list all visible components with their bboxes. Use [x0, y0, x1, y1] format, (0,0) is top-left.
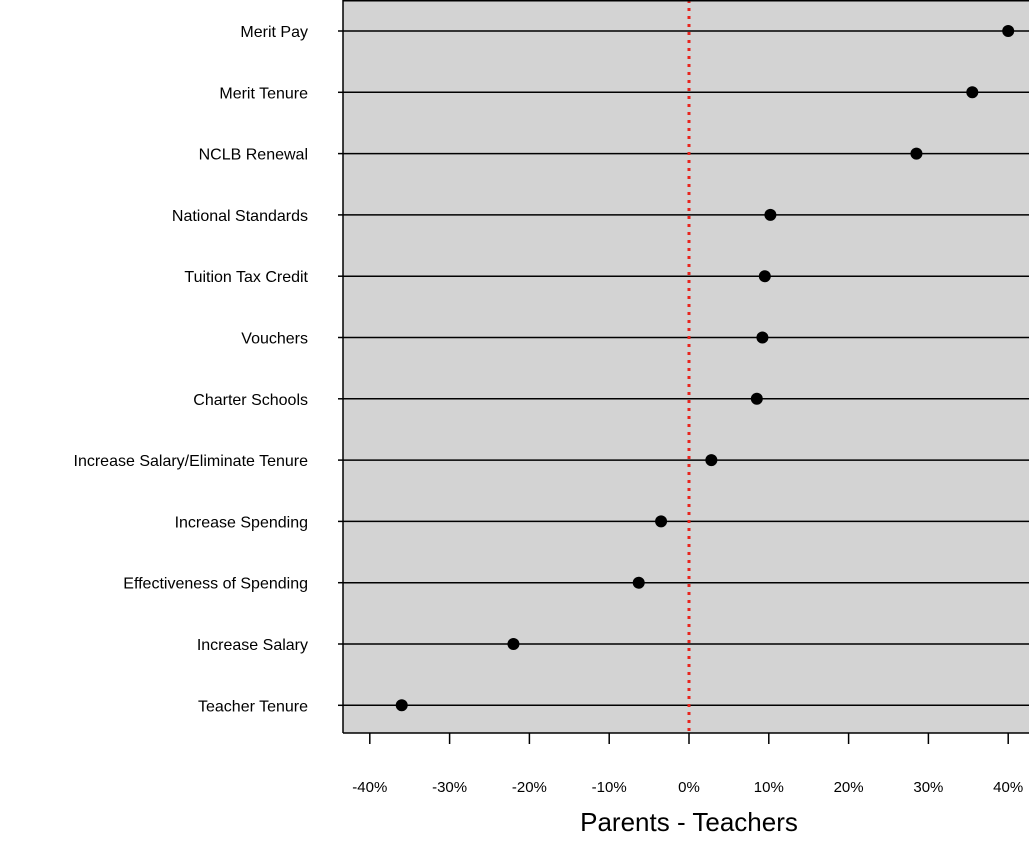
data-points [395, 25, 1015, 712]
x-tick-label: 40% [993, 779, 1023, 796]
category-label: Charter Schools [193, 392, 308, 409]
category-label: Vouchers [241, 331, 308, 348]
x-tick-label: 20% [834, 779, 864, 796]
category-label: Effectiveness of Spending [123, 576, 308, 593]
x-tick-label: -30% [432, 779, 467, 796]
data-point [705, 454, 718, 467]
x-tick-label: -40% [352, 779, 387, 796]
data-point [910, 147, 923, 160]
category-label: Tuition Tax Credit [184, 269, 308, 286]
category-label: Merit Tenure [219, 85, 308, 102]
category-label: Teacher Tenure [198, 698, 308, 715]
category-label: Increase Salary/Eliminate Tenure [74, 453, 309, 470]
category-label: Increase Spending [175, 514, 308, 531]
data-point [764, 208, 777, 221]
category-gridlines [338, 30, 1029, 707]
data-point [750, 392, 763, 405]
category-label: National Standards [172, 208, 308, 225]
x-tick-label: 30% [913, 779, 943, 796]
x-axis-title: Parents - Teachers [580, 807, 798, 837]
data-point [655, 515, 668, 528]
x-axis: -40% -30% -20% -10% 0% 10% 20% 30% 40% [352, 733, 1023, 796]
data-point [632, 576, 645, 589]
data-point [1002, 25, 1015, 37]
x-tick-label: -20% [512, 779, 547, 796]
x-tick-label: -10% [592, 779, 627, 796]
data-point [756, 331, 769, 344]
category-label: NCLB Renewal [199, 147, 308, 164]
data-point [758, 270, 771, 283]
category-label: Merit Pay [240, 24, 308, 41]
data-point [395, 699, 408, 712]
data-point [966, 86, 979, 99]
category-labels: Merit Pay Merit Tenure NCLB Renewal Nationa… [74, 24, 309, 715]
category-label: Increase Salary [197, 637, 308, 654]
data-point [507, 638, 520, 650]
x-tick-label: 10% [754, 779, 784, 796]
plot-panel [343, 0, 1029, 733]
x-tick-label: 0% [678, 779, 700, 796]
